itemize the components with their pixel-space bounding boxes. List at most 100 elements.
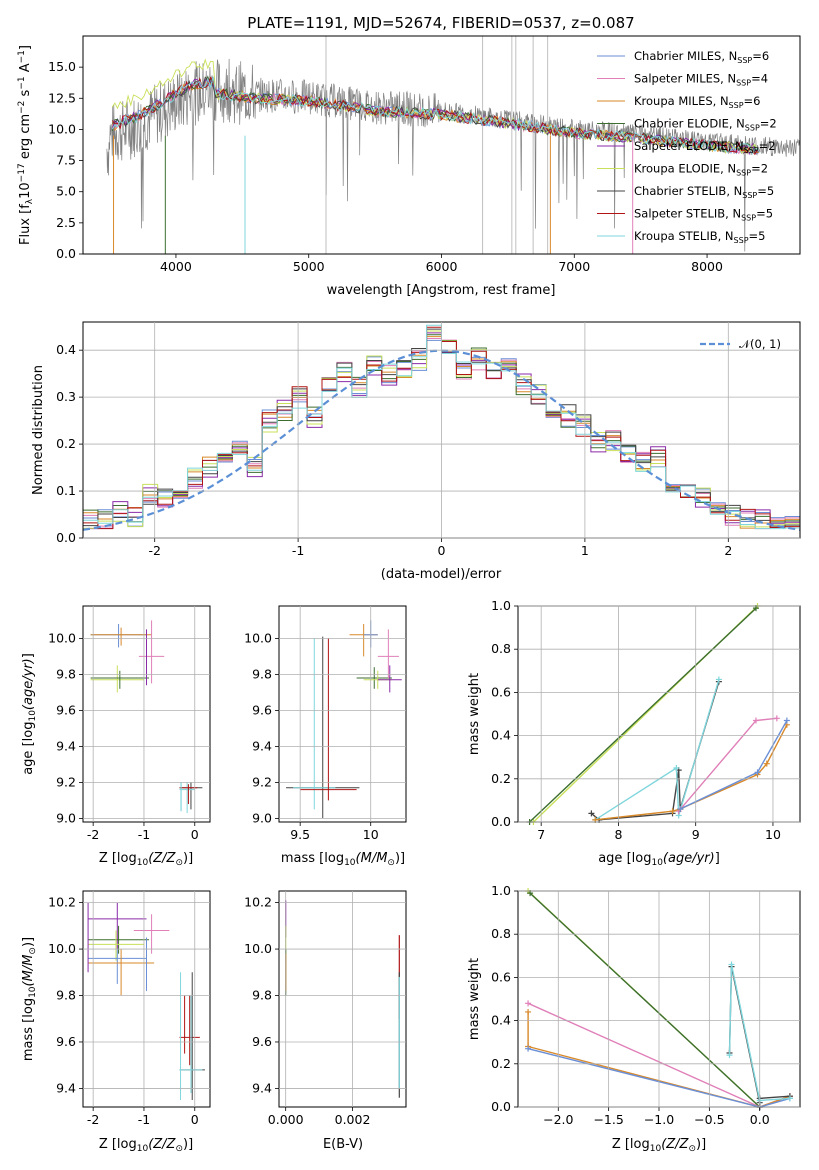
y-tick-label: 0.8 xyxy=(491,926,511,941)
y-tick-label: 2.5 xyxy=(56,215,76,230)
spectrum-panel: PLATE=1191, MJD=52674, FIBERID=0537, z=0… xyxy=(17,14,801,298)
y-tick-label: 0.0 xyxy=(56,530,76,545)
legend-entry-label: Kroupa STELIB, NSSP=5 xyxy=(634,229,765,245)
y-tick-label: 10.2 xyxy=(48,895,76,910)
y-tick-label: 0.0 xyxy=(56,246,76,261)
y-tick-label: 9.2 xyxy=(252,774,272,789)
y-tick-label: 0.8 xyxy=(491,641,511,656)
spectrum-xlabel: wavelength [Angstrom, rest frame] xyxy=(327,283,556,298)
weight-age-line xyxy=(595,724,788,821)
mass-z-xlabel: Z [log10(Z/Z⊙)] xyxy=(99,1137,193,1154)
weight-age-marker xyxy=(715,676,722,683)
y-tick-label: 9.4 xyxy=(252,738,272,753)
spectrum-title: PLATE=1191, MJD=52674, FIBERID=0537, z=0… xyxy=(247,14,634,32)
legend-entry-label: Kroupa ELODIE, NSSP=2 xyxy=(634,162,768,178)
age-mass-axes xyxy=(278,605,407,823)
x-tick-label: 0.0 xyxy=(750,1112,770,1127)
mass-z-ylabel: mass [log10(M/M⊙)] xyxy=(21,937,38,1061)
y-tick-label: 0.2 xyxy=(56,436,76,451)
y-tick-label: 0.4 xyxy=(491,728,511,743)
weight-age-marker xyxy=(588,810,595,817)
y-tick-label: 0.4 xyxy=(491,1013,511,1028)
legend-entry-label: Salpeter MILES, NSSP=4 xyxy=(634,72,768,88)
weight-z-line xyxy=(527,1012,791,1108)
y-tick-label: 0.0 xyxy=(491,814,511,829)
weight-z-marker xyxy=(525,1000,532,1007)
x-tick-label: −2.0 xyxy=(543,1112,573,1127)
x-tick-label: -1 xyxy=(138,1112,150,1127)
y-tick-label: 0.3 xyxy=(56,389,76,404)
y-tick-label: 10.2 xyxy=(244,895,272,910)
x-tick-label: 7000 xyxy=(558,259,590,274)
x-tick-label: −1.0 xyxy=(644,1112,674,1127)
x-tick-label: 5000 xyxy=(293,259,325,274)
y-tick-label: 9.0 xyxy=(56,810,76,825)
weight-z-marker xyxy=(525,1045,532,1052)
y-tick-label: 9.4 xyxy=(56,1080,76,1095)
weight-z-line xyxy=(529,892,761,1108)
x-tick-label: 9 xyxy=(692,827,700,842)
x-tick-label: −1.5 xyxy=(593,1112,623,1127)
weight-z-marker xyxy=(786,1095,793,1102)
model-spectrum xyxy=(111,76,761,155)
x-tick-label: 0.000 xyxy=(268,1112,304,1127)
weight-age-marker xyxy=(754,769,761,776)
y-tick-label: 1.0 xyxy=(491,883,511,898)
y-tick-label: 9.0 xyxy=(252,810,272,825)
x-tick-label: 7 xyxy=(537,827,545,842)
residual-ylabel: Normed distribution xyxy=(31,365,46,495)
weight-age-marker xyxy=(763,760,770,767)
y-tick-label: 9.6 xyxy=(252,702,272,717)
weight-age-marker xyxy=(669,808,676,815)
weight-age-marker xyxy=(773,715,780,722)
x-tick-label: -2 xyxy=(87,1112,99,1127)
mass-vs-metallicity-panel: -2 -1 0 9.4 9.6 9.8 10.0 10.2 Z [log10(Z/Z⊙)] m… xyxy=(21,890,211,1154)
y-tick-label: 10.0 xyxy=(244,630,272,645)
weight-z-marker xyxy=(525,1008,532,1015)
x-tick-label: 1 xyxy=(581,543,589,558)
legend-entry-label: Salpeter ELODIE, NSSP=2 xyxy=(634,139,776,155)
y-tick-label: 9.8 xyxy=(56,666,76,681)
legend-entry-label: Chabrier ELODIE, NSSP=2 xyxy=(634,117,777,133)
legend-entry-label: Salpeter STELIB, NSSP=5 xyxy=(634,207,773,223)
age-z-axes xyxy=(82,605,211,823)
y-tick-label: 0.6 xyxy=(491,969,511,984)
y-tick-label: 10.0 xyxy=(48,630,76,645)
y-tick-label: 5.0 xyxy=(56,184,76,199)
y-tick-label: 0.2 xyxy=(491,771,511,786)
spectrum-legend: Chabrier MILES, NSSP=6 Salpeter MILES, NS… xyxy=(597,49,777,245)
weight-z-marker xyxy=(728,961,735,968)
y-tick-label: 0.4 xyxy=(56,342,76,357)
x-tick-label: 4000 xyxy=(160,259,192,274)
x-tick-label: -1 xyxy=(292,543,304,558)
y-tick-label: 1.0 xyxy=(491,598,511,613)
weight-z-ylabel: mass weight xyxy=(467,958,482,1040)
x-tick-label: -2 xyxy=(87,827,99,842)
mass-ebv-xlabel: E(B-V) xyxy=(323,1137,363,1152)
weight-vs-metallicity-panel: −2.0 −1.5 −1.0 −0.5 0.0 0.0 0.2 0.4 0.6 0.8 1.0 Z … xyxy=(467,883,801,1154)
residual-xlabel: (data-model)/error xyxy=(381,567,502,582)
weight-age-line xyxy=(679,720,788,810)
weight-age-line xyxy=(594,679,720,821)
y-tick-label: 9.4 xyxy=(252,1080,272,1095)
observed-spectrum xyxy=(106,58,801,252)
weight-vs-age-panel: 7 8 9 10 0.0 0.2 0.4 0.6 0.8 1.0 age [log10(age/y… xyxy=(467,598,801,868)
weight-age-axes xyxy=(517,605,801,823)
y-tick-label: 9.6 xyxy=(252,1034,272,1049)
x-tick-label: 6000 xyxy=(426,259,458,274)
y-tick-label: 9.6 xyxy=(56,1034,76,1049)
y-tick-label: 9.6 xyxy=(56,702,76,717)
y-tick-label: 9.2 xyxy=(56,774,76,789)
x-tick-label: −0.5 xyxy=(694,1112,724,1127)
mass-vs-ebv-panel: 0.000 0.002 9.4 9.6 9.8 10.0 10.2 E(B-V) xyxy=(244,890,407,1152)
x-tick-label: 10 xyxy=(363,827,379,842)
age-z-ylabel: age [log10(age/yr)] xyxy=(21,653,38,775)
y-tick-label: 0.1 xyxy=(56,483,76,498)
legend-entry-label: Chabrier MILES, NSSP=6 xyxy=(634,49,769,65)
y-tick-label: 10.0 xyxy=(48,121,76,136)
y-tick-label: 9.8 xyxy=(252,666,272,681)
weight-z-xlabel: Z [log10(Z/Z⊙)] xyxy=(612,1137,706,1154)
x-tick-label: 8 xyxy=(614,827,622,842)
legend-entry-label: Chabrier STELIB, NSSP=5 xyxy=(634,184,774,200)
